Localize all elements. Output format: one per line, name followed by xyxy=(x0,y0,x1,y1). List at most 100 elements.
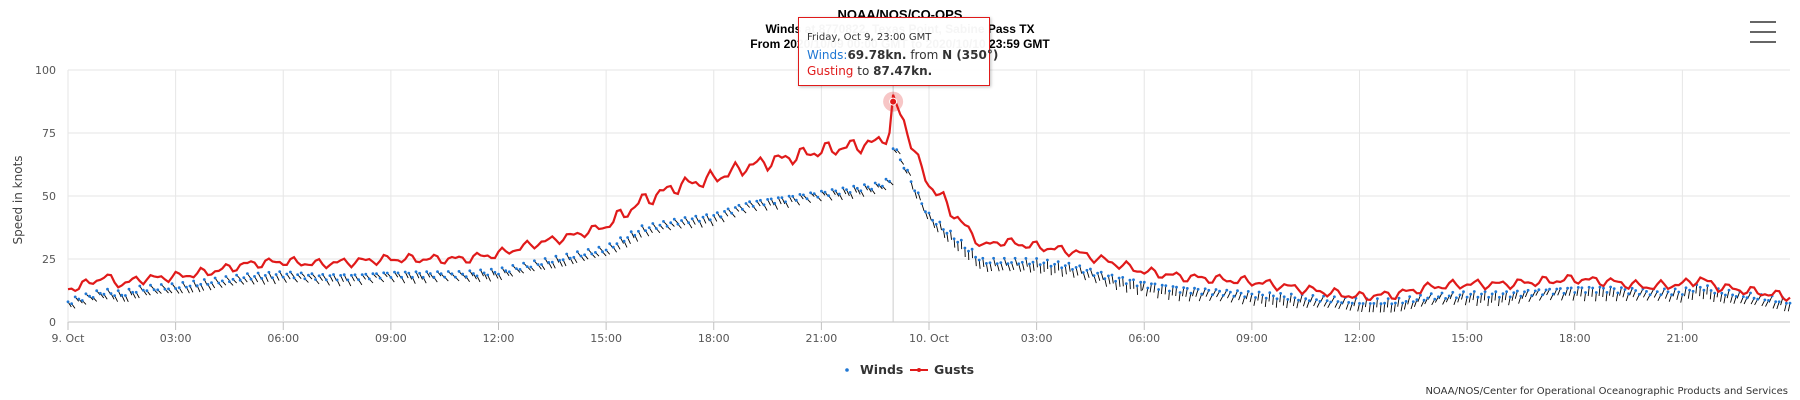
wind-point xyxy=(507,270,511,274)
wind-arrow xyxy=(1057,261,1060,271)
wind-point xyxy=(1777,300,1781,304)
wind-point xyxy=(375,272,378,275)
wind-point xyxy=(195,284,199,288)
wind-point xyxy=(1221,294,1225,297)
wind-point xyxy=(626,236,629,239)
wind-point xyxy=(1153,282,1157,286)
wind-point xyxy=(1415,298,1419,302)
wind-point xyxy=(1024,257,1028,260)
x-tick-label: 21:00 xyxy=(1667,332,1699,345)
wind-arrow xyxy=(950,230,952,240)
wind-point xyxy=(364,272,368,276)
wind-point xyxy=(1168,289,1171,293)
wind-point xyxy=(644,229,647,233)
wind-point xyxy=(1469,292,1473,296)
wind-point xyxy=(1519,294,1523,298)
wind-point xyxy=(1476,295,1480,299)
wind-point xyxy=(407,271,411,275)
wind-point xyxy=(518,268,522,271)
wind-point xyxy=(1200,292,1204,296)
wind-point xyxy=(332,273,335,276)
wind-point xyxy=(1279,292,1282,295)
tooltip-winds-label: Winds: xyxy=(807,48,848,62)
wind-point xyxy=(963,246,967,250)
wind-arrow xyxy=(946,233,949,242)
wind-arrow xyxy=(1400,302,1404,312)
wind-point xyxy=(942,228,945,231)
wind-point xyxy=(1239,291,1243,295)
wind-arrow xyxy=(1264,298,1267,307)
wind-point xyxy=(1512,291,1516,295)
wind-point xyxy=(906,168,909,172)
wind-point xyxy=(289,270,292,274)
wind-point xyxy=(888,179,891,183)
wind-point xyxy=(1734,295,1738,298)
wind-point xyxy=(156,288,160,292)
wind-point xyxy=(690,217,694,221)
wind-point xyxy=(382,271,386,275)
wind-point xyxy=(927,211,931,215)
wind-point xyxy=(683,216,687,219)
wind-point xyxy=(654,227,658,230)
wind-point xyxy=(665,224,669,228)
wind-point xyxy=(1214,288,1218,291)
wind-point xyxy=(913,189,917,193)
wind-point xyxy=(1282,295,1286,299)
wind-point xyxy=(457,270,461,273)
wind-point xyxy=(784,200,787,204)
wind-arrow xyxy=(1115,281,1118,291)
wind-point xyxy=(1128,278,1132,282)
wind-point xyxy=(561,258,565,262)
wind-point xyxy=(73,295,77,299)
x-tick-label: 15:00 xyxy=(1451,332,1483,345)
wind-point xyxy=(328,274,332,277)
wind-point xyxy=(787,194,791,198)
wind-point xyxy=(1049,264,1053,268)
wind-point xyxy=(242,276,246,279)
winds-series-markers xyxy=(66,147,1792,306)
wind-point xyxy=(741,207,744,211)
wind-arrow xyxy=(1386,298,1389,308)
y-tick-label: 75 xyxy=(42,127,56,140)
wind-point xyxy=(389,276,393,279)
x-tick-label: 12:00 xyxy=(483,332,515,345)
wind-point xyxy=(881,184,884,188)
wind-point xyxy=(877,183,881,187)
legend-item-winds[interactable]: Winds xyxy=(840,362,903,377)
wind-point xyxy=(1207,288,1211,292)
wind-arrow xyxy=(1160,285,1163,295)
wind-point xyxy=(432,275,436,279)
legend-item-gusts[interactable]: Gusts xyxy=(910,362,974,377)
wind-point xyxy=(1060,266,1064,270)
wind-point xyxy=(1203,287,1207,291)
wind-point xyxy=(698,219,701,223)
wind-point xyxy=(235,273,239,277)
wind-point xyxy=(1709,289,1713,292)
wind-point xyxy=(446,270,450,273)
wind-arrow xyxy=(1580,287,1583,297)
wind-point xyxy=(855,186,859,190)
wind-point xyxy=(848,191,852,194)
wind-point xyxy=(385,271,389,275)
wind-point xyxy=(1785,301,1788,305)
x-tick-label: 10. Oct xyxy=(909,332,950,345)
wind-point xyxy=(1523,290,1526,294)
wind-point xyxy=(1404,300,1408,303)
wind-point xyxy=(583,253,586,257)
hamburger-menu-icon[interactable] xyxy=(1741,15,1779,49)
wind-arrow xyxy=(1706,285,1708,295)
wind-point xyxy=(274,273,278,276)
wind-point xyxy=(353,273,357,277)
wind-point xyxy=(1516,289,1519,293)
wind-point xyxy=(604,248,608,252)
wind-point xyxy=(945,231,949,235)
wind-point xyxy=(167,287,170,291)
wind-arrow xyxy=(1122,277,1124,287)
wind-point xyxy=(1124,282,1128,285)
wind-point xyxy=(185,285,188,289)
wind-point xyxy=(1189,291,1193,295)
wind-point xyxy=(601,250,604,254)
wind-point xyxy=(780,196,784,200)
wind-point xyxy=(88,294,91,298)
